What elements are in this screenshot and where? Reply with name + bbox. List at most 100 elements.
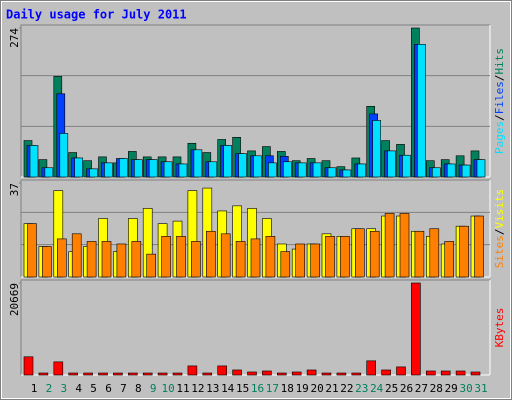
x-tick-label: 17 [266,382,279,395]
bar [157,372,168,376]
bar [297,162,307,178]
bar [366,360,377,376]
bar [113,372,123,376]
bar [470,371,481,376]
bar [176,236,186,278]
legend-label: Visits [493,189,506,229]
bar [351,372,362,376]
bar [310,243,320,278]
bar [148,159,158,178]
x-tick-label: 5 [90,382,97,395]
bar [29,145,39,178]
bar [384,213,395,278]
x-tick-label: 16 [251,382,264,395]
bar [38,372,49,376]
bar [280,251,291,278]
bar [291,371,302,376]
x-tick-label: 21 [325,382,338,395]
bar [191,241,201,278]
bar [223,145,232,178]
bar [396,366,406,376]
y-tick-label: 20669 [8,283,21,316]
bar [59,133,69,178]
bar [83,372,93,376]
bar [128,372,138,376]
legend-separator: / [493,114,506,121]
bar [414,230,425,278]
bar [116,243,127,278]
bar [340,236,350,278]
bar [119,158,128,178]
bar [217,365,227,376]
x-tick-label: 8 [135,382,142,395]
x-tick-label: 13 [206,382,219,395]
bar [232,369,242,376]
bar [238,153,247,178]
legend-label: Sites [493,235,506,268]
x-tick-label: 6 [105,382,112,395]
bar [268,162,277,178]
bar [429,228,440,278]
legend-separator: / [493,229,506,236]
x-tick-label: 11 [176,382,189,395]
bar [208,161,218,178]
legend-separator: / [493,75,506,82]
legend-label: Files [493,81,506,114]
x-tick-label: 23 [355,382,368,395]
bar [276,372,287,376]
bar [354,228,365,278]
x-tick-label: 12 [191,382,204,395]
x-tick-label: 30 [459,382,472,395]
bar [387,150,396,178]
bar [101,241,112,278]
x-tick-label: 18 [281,382,294,395]
bar [295,243,306,278]
legend: Sites/Visits [493,189,506,269]
bar [402,154,411,178]
x-tick-label: 22 [340,382,353,395]
bar [247,371,257,376]
bar [372,120,382,178]
bar [53,361,64,376]
x-tick-label: 2 [46,382,53,395]
x-tick-label: 3 [60,382,67,395]
bar [265,236,276,278]
bar [327,167,337,178]
x-tick-label: 28 [430,382,443,395]
x-tick-label: 26 [400,382,413,395]
x-tick-label: 14 [221,382,235,395]
bar [250,238,261,278]
y-tick-label: 37 [8,183,21,196]
bar [342,169,352,178]
bar [474,215,484,278]
bar [187,365,198,376]
x-tick-label: 25 [385,382,398,395]
bar [89,168,98,178]
y-tick-label: 274 [8,28,21,48]
bar [56,238,67,278]
bar [459,225,469,278]
bar [42,246,52,278]
bar [417,44,426,178]
bar [431,167,441,178]
bar [357,163,367,178]
bar [44,167,54,178]
bar [282,161,292,178]
bar [134,159,143,178]
bar [444,241,455,278]
bar [27,223,37,278]
x-tick-label: 4 [75,382,82,395]
x-tick-label: 29 [445,382,458,395]
bar [425,370,436,376]
bar [476,159,486,178]
bar [312,162,322,178]
bar [399,213,410,278]
bar [206,230,216,278]
x-tick-label: 24 [370,382,384,395]
legend-label: KBytes [493,308,506,348]
bar [142,372,153,376]
bar [161,236,171,278]
legend: Pages/Files/Hits [493,48,506,154]
bar [455,370,466,376]
